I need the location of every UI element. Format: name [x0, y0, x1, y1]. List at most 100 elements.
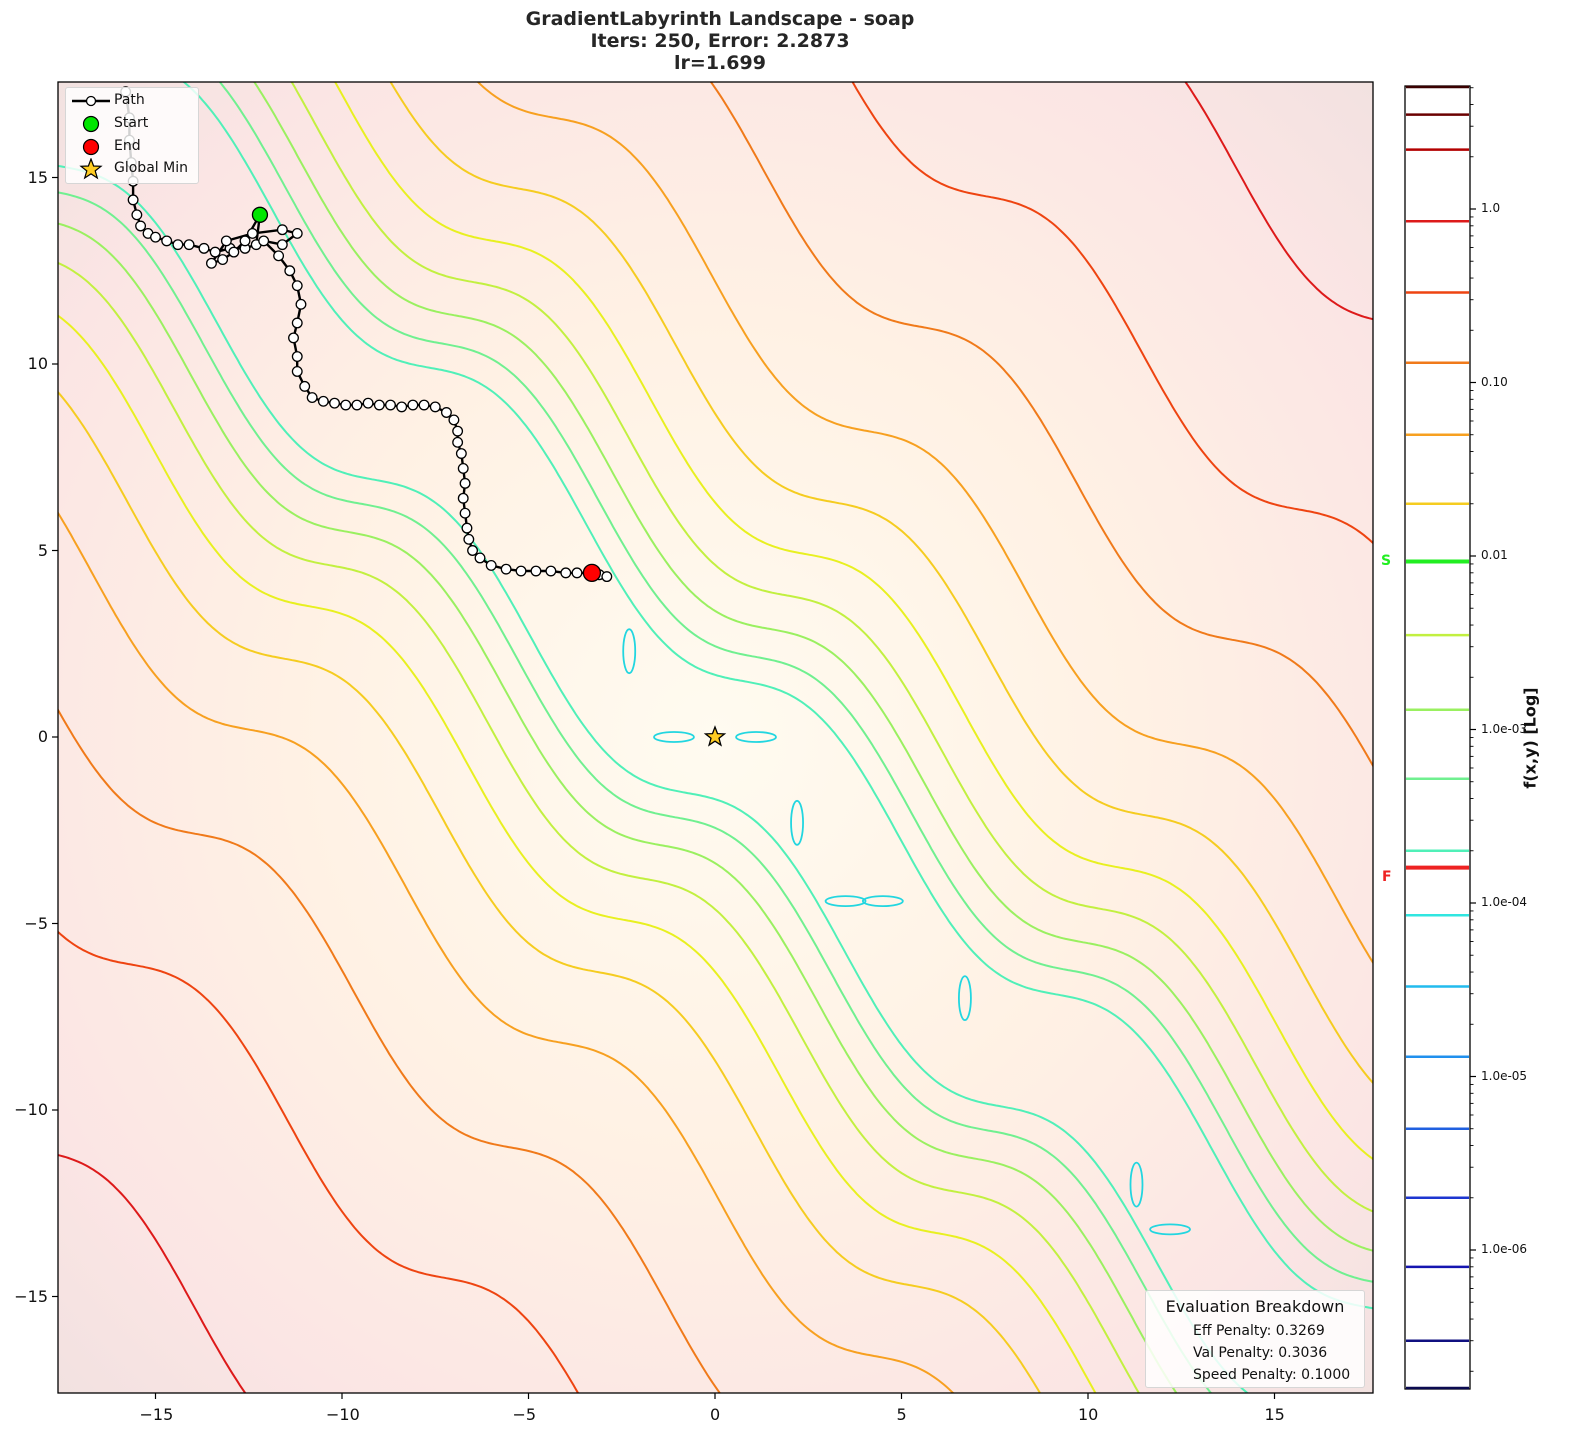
x-tick-label: 15: [1264, 1405, 1285, 1424]
end-marker: [582, 563, 602, 583]
path-point: [217, 254, 229, 266]
x-tick-label: 0: [710, 1405, 721, 1424]
path-point: [351, 399, 363, 411]
path-point: [291, 227, 303, 239]
path-point: [329, 397, 340, 409]
path-point: [418, 399, 430, 411]
y-tick-label: 15: [27, 167, 48, 187]
x-tick-label: 5: [896, 1405, 907, 1424]
path-point: [306, 392, 318, 404]
path-point: [172, 239, 184, 251]
path-point: [228, 246, 240, 258]
path-point: [131, 209, 143, 221]
colorbar-label: f(x,y) [Log]: [1520, 687, 1540, 789]
path-line-icon: [72, 95, 110, 107]
path-point: [396, 401, 408, 413]
speed-penalty: Speed Penalty: 0.1000: [1193, 1367, 1351, 1383]
path-point: [407, 399, 419, 411]
path-point: [385, 399, 396, 411]
path-point: [295, 298, 307, 310]
path-point: [150, 231, 161, 243]
path-point: [209, 246, 221, 258]
path-point: [467, 545, 479, 556]
colorbar-tick-label: 1.0e-04: [1481, 895, 1528, 909]
colorbar-tick-label: 0.10: [1481, 374, 1508, 389]
path-point: [452, 436, 464, 448]
colorbar-levels: [1406, 85, 1469, 1390]
colorbar-marker-s: S: [1381, 553, 1392, 569]
start-marker: [251, 206, 269, 223]
path-point: [515, 565, 527, 577]
path-point: [247, 227, 258, 239]
path-point: [485, 559, 497, 571]
path-point: [429, 401, 441, 413]
path-point: [288, 332, 299, 344]
optimizer-path: [120, 86, 727, 747]
start-circle-icon: [82, 115, 100, 133]
path-point: [291, 351, 303, 362]
path-point: [127, 194, 139, 206]
path-point: [299, 380, 311, 392]
path-point: [161, 235, 173, 247]
path-point: [276, 224, 288, 236]
path-point: [448, 414, 460, 426]
x-tick-label: 10: [1078, 1405, 1099, 1424]
path-point: [500, 563, 512, 575]
y-tick-label: 0: [37, 727, 48, 746]
path-point: [457, 492, 469, 504]
evaluation-breakdown: Evaluation Breakdown Eff Penalty: 0.3269…: [1145, 1290, 1365, 1388]
legend-item-end: End: [66, 136, 198, 158]
legend-item-path: Path: [66, 90, 198, 112]
legend: Path Start End Global Min: [65, 87, 199, 184]
x-tick-label: −10: [326, 1405, 360, 1424]
path-point: [530, 565, 542, 577]
path-point: [455, 448, 467, 459]
path-point: [459, 507, 471, 519]
colorbar-tick-label: 1.0e-05: [1481, 1068, 1528, 1083]
path-point: [457, 462, 469, 474]
path-point: [284, 265, 296, 277]
x-tick-label: −15: [139, 1405, 174, 1424]
path-point: [373, 399, 385, 411]
title-line-2: Iters: 250, Error: 2.2873: [590, 30, 850, 52]
path-point: [340, 399, 352, 411]
path-point: [362, 397, 374, 409]
path-point: [258, 235, 270, 247]
end-circle-icon: [82, 138, 100, 156]
path-point: [291, 366, 303, 377]
path-point: [135, 220, 147, 232]
path-point: [560, 567, 572, 579]
title-line-1: GradientLabyrinth Landscape - soap: [525, 8, 915, 30]
colorbar-marker-f: F: [1382, 869, 1392, 885]
axis-ticks: [52, 176, 1276, 1399]
path-point: [461, 522, 473, 534]
path-point: [452, 425, 464, 437]
path-point: [276, 239, 288, 251]
evaluation-heading: Evaluation Breakdown: [1165, 1297, 1345, 1316]
y-tick-label: 5: [37, 540, 48, 560]
colorbar-tick-label: 0.01: [1481, 548, 1508, 562]
path-point: [463, 533, 475, 545]
path-point: [183, 239, 195, 251]
legend-item-global-min: Global Min: [66, 158, 198, 180]
path-point: [273, 250, 285, 262]
path-point: [205, 257, 217, 269]
path-point: [571, 567, 583, 579]
eff-penalty: Eff Penalty: 0.3269: [1193, 1323, 1325, 1339]
path-point: [317, 395, 329, 407]
colorbar-tick-label: 1.0e-03: [1481, 721, 1528, 736]
y-tick-label: 10: [27, 354, 48, 373]
y-tick-label: −10: [14, 1100, 48, 1119]
path-point: [459, 477, 471, 489]
colorbar-ticks: [1470, 87, 1476, 1372]
legend-item-start: Start: [66, 113, 198, 135]
global-min-star: [703, 725, 727, 747]
path-point: [220, 235, 232, 247]
colorbar-tick-label: 1.0e-06: [1481, 1242, 1528, 1256]
colorbar: [1404, 85, 1471, 1390]
title-line-3: lr=1.699: [674, 52, 766, 74]
path-point: [545, 565, 557, 577]
colorbar-tick-label: 1.0: [1481, 201, 1501, 215]
